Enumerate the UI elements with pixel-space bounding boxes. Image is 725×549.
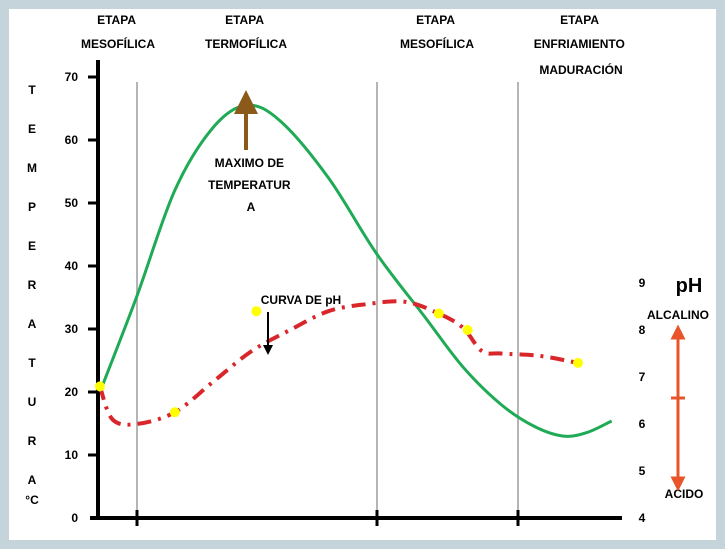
y-left-label-letter-8: U <box>28 395 37 409</box>
ph-marker-2 <box>251 306 262 317</box>
ph-marker-1 <box>169 407 180 418</box>
ph-curve <box>98 299 579 427</box>
y-left-label-letter-1: E <box>28 122 36 136</box>
ph-alcalino-label: ALCALINO <box>647 308 709 322</box>
y-left-label-letter-6: A <box>28 317 37 331</box>
y-left-tick-label-50: 50 <box>65 196 79 210</box>
ph-tick-label-5: 5 <box>639 464 646 478</box>
ph-marker-0 <box>94 381 105 392</box>
stage-label-2-line-2: TERMOFÍLICA <box>205 36 287 51</box>
stage-label-3-line-1: ETAPA <box>416 13 455 27</box>
y-axis-left-ticks: 0 10 20 30 40 50 60 70 <box>65 70 98 525</box>
y-left-label-letter-0: T <box>28 83 36 97</box>
ph-curve-annotation: CURVA DE pH <box>261 293 341 307</box>
max-temperature-line-1: MAXIMO DE <box>215 156 284 170</box>
y-left-tick-label-30: 30 <box>65 322 79 336</box>
ph-curve-markers <box>94 306 583 418</box>
y-left-label-letter-9: R <box>28 434 37 448</box>
stage-label-2-line-1: ETAPA <box>225 13 264 27</box>
max-temperature-line-3: A <box>247 200 256 214</box>
stage-label-4-line-3: MADURACIÓN <box>539 62 622 77</box>
stage-label-4-line-2: ENFRIAMIENTO <box>534 37 625 51</box>
ph-tick-label-8: 8 <box>639 323 646 337</box>
figure-frame <box>9 9 716 540</box>
stage-label-4-line-1: ETAPA <box>560 13 599 27</box>
y-axis-left-label: T E M P E R A T U R A <box>27 83 37 487</box>
stage-label-1: ETAPA MESOFÍLICA <box>81 13 155 51</box>
stage-label-3-line-2: MESOFÍLICA <box>400 36 474 51</box>
y-left-tick-label-40: 40 <box>65 259 79 273</box>
ph-tick-label-7: 7 <box>639 370 646 384</box>
y-axis-unit: °C <box>25 493 39 507</box>
ph-axis-ticks: 4 5 6 7 8 9 <box>639 276 646 525</box>
max-temperature-annotation: MAXIMO DE TEMPERATUR A <box>208 156 294 214</box>
ph-tick-label-6: 6 <box>639 417 646 431</box>
ph-axis-title: pH <box>676 275 703 297</box>
stage-label-2: ETAPA TERMOFÍLICA <box>205 13 287 51</box>
stage-label-1-line-1: ETAPA <box>97 13 136 27</box>
ph-marker-5 <box>573 357 583 368</box>
y-left-label-letter-3: P <box>28 200 36 214</box>
ph-tick-label-9: 9 <box>639 276 646 290</box>
ph-marker-4 <box>462 325 473 335</box>
y-left-tick-label-10: 10 <box>65 448 79 462</box>
y-left-label-letter-10: A <box>28 473 37 487</box>
temperature-curve <box>98 103 613 438</box>
y-left-label-letter-4: E <box>28 239 36 253</box>
ph-acido-label: ACIDO <box>665 487 704 501</box>
stage-label-3: ETAPA MESOFÍLICA <box>400 13 474 51</box>
y-left-tick-label-20: 20 <box>65 385 79 399</box>
y-left-tick-label-60: 60 <box>65 133 79 147</box>
y-left-tick-label-70: 70 <box>65 70 79 84</box>
stage-label-1-line-2: MESOFÍLICA <box>81 36 155 51</box>
y-left-label-letter-7: T <box>28 356 36 370</box>
stage-label-4: ETAPA ENFRIAMIENTO MADURACIÓN <box>534 13 628 77</box>
max-temperature-line-2: TEMPERATUR <box>208 178 291 192</box>
y-left-label-letter-5: R <box>28 278 37 292</box>
y-left-tick-label-0: 0 <box>71 511 78 525</box>
ph-tick-label-4: 4 <box>639 511 646 525</box>
y-left-label-letter-2: M <box>27 161 37 175</box>
ph-marker-3 <box>433 308 444 319</box>
